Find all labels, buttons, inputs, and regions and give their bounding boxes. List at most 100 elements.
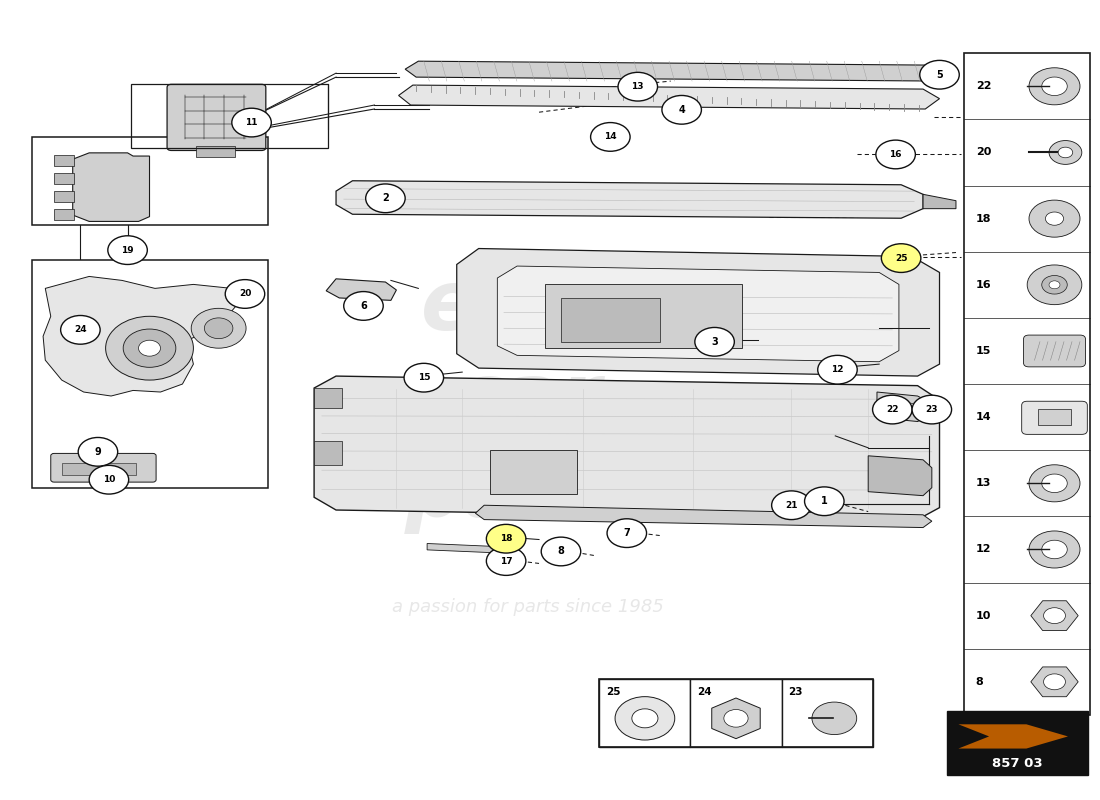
Text: 2: 2 xyxy=(382,194,388,203)
Polygon shape xyxy=(315,376,939,519)
Circle shape xyxy=(817,355,857,384)
Polygon shape xyxy=(475,506,932,527)
Circle shape xyxy=(108,236,147,265)
Text: 19: 19 xyxy=(121,246,134,254)
Circle shape xyxy=(1058,147,1072,158)
Bar xyxy=(54,209,74,220)
Circle shape xyxy=(1045,212,1064,226)
Polygon shape xyxy=(73,153,150,222)
Polygon shape xyxy=(958,724,1068,749)
Text: 24: 24 xyxy=(74,326,87,334)
Text: 8: 8 xyxy=(558,546,564,557)
Polygon shape xyxy=(923,194,956,209)
Text: 23: 23 xyxy=(925,405,938,414)
Circle shape xyxy=(1042,474,1067,493)
Text: 14: 14 xyxy=(604,133,617,142)
Circle shape xyxy=(876,140,915,169)
Bar xyxy=(54,155,74,166)
Circle shape xyxy=(1028,200,1080,237)
Bar xyxy=(947,711,1088,774)
Bar xyxy=(32,261,268,488)
Text: a passion for parts since 1985: a passion for parts since 1985 xyxy=(392,598,664,616)
Polygon shape xyxy=(398,85,939,109)
Circle shape xyxy=(695,327,735,356)
Bar xyxy=(691,679,781,746)
Text: 13: 13 xyxy=(631,82,644,91)
Text: 10: 10 xyxy=(102,475,116,484)
Circle shape xyxy=(724,710,748,727)
Bar xyxy=(561,298,660,342)
Bar xyxy=(964,54,1090,715)
Circle shape xyxy=(903,403,916,413)
Polygon shape xyxy=(497,266,899,362)
Circle shape xyxy=(591,122,630,151)
Text: 7: 7 xyxy=(624,528,630,538)
Circle shape xyxy=(226,280,265,308)
Polygon shape xyxy=(315,388,341,408)
Circle shape xyxy=(404,363,443,392)
Polygon shape xyxy=(1031,601,1078,630)
Text: 6: 6 xyxy=(360,301,366,311)
Circle shape xyxy=(804,487,844,515)
Text: euro
car
parts: euro car parts xyxy=(405,266,651,534)
Text: 17: 17 xyxy=(499,557,513,566)
Polygon shape xyxy=(427,543,502,553)
Text: 857 03: 857 03 xyxy=(992,757,1043,770)
Circle shape xyxy=(1042,275,1067,294)
Circle shape xyxy=(123,329,176,367)
Circle shape xyxy=(191,308,246,348)
Text: 25: 25 xyxy=(895,254,908,262)
Polygon shape xyxy=(1031,667,1078,697)
Text: 12: 12 xyxy=(976,545,991,554)
Circle shape xyxy=(1042,540,1067,558)
Polygon shape xyxy=(868,456,932,496)
Circle shape xyxy=(343,291,383,320)
Circle shape xyxy=(205,318,233,338)
Text: 12: 12 xyxy=(832,366,844,374)
Circle shape xyxy=(607,518,647,547)
Polygon shape xyxy=(43,277,238,396)
Bar xyxy=(54,191,74,202)
Text: 16: 16 xyxy=(976,280,991,290)
Text: 21: 21 xyxy=(785,501,798,510)
Circle shape xyxy=(662,95,702,124)
Circle shape xyxy=(872,395,912,424)
Text: 24: 24 xyxy=(697,687,712,697)
Circle shape xyxy=(1028,68,1080,105)
Circle shape xyxy=(618,72,658,101)
Text: 3: 3 xyxy=(712,337,718,347)
Circle shape xyxy=(232,108,272,137)
Bar xyxy=(600,679,691,746)
Circle shape xyxy=(1044,674,1066,690)
Circle shape xyxy=(812,702,857,734)
Circle shape xyxy=(1042,77,1067,95)
Text: 25: 25 xyxy=(606,687,620,697)
Circle shape xyxy=(883,402,896,411)
Bar xyxy=(1038,409,1071,425)
Circle shape xyxy=(631,709,658,728)
Text: 5: 5 xyxy=(936,70,943,80)
Text: 9: 9 xyxy=(95,447,101,457)
Circle shape xyxy=(486,524,526,553)
FancyBboxPatch shape xyxy=(1023,335,1086,367)
Circle shape xyxy=(89,466,129,494)
Circle shape xyxy=(881,244,921,273)
Bar xyxy=(54,173,74,184)
Text: 8: 8 xyxy=(976,677,983,687)
Text: 14: 14 xyxy=(976,412,991,422)
Text: 11: 11 xyxy=(245,118,257,127)
Circle shape xyxy=(139,340,161,356)
Bar xyxy=(32,137,268,225)
Text: 22: 22 xyxy=(976,82,991,91)
Circle shape xyxy=(1049,281,1060,289)
Polygon shape xyxy=(315,442,341,466)
Circle shape xyxy=(365,184,405,213)
FancyBboxPatch shape xyxy=(51,454,156,482)
Circle shape xyxy=(912,395,952,424)
Circle shape xyxy=(1027,265,1081,305)
Circle shape xyxy=(486,546,526,575)
Bar xyxy=(781,679,872,746)
Text: 20: 20 xyxy=(239,290,251,298)
Text: 23: 23 xyxy=(788,687,803,697)
Bar xyxy=(544,285,742,348)
